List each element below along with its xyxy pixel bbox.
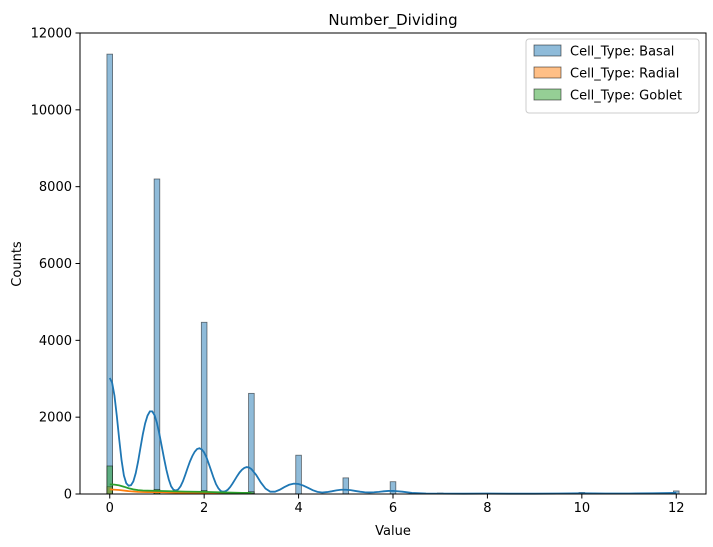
y-tick-label: 12000 xyxy=(31,27,72,42)
legend-label: Cell_Type: Radial xyxy=(570,67,679,82)
plot-area: 0 2 4 6 8 10 12 0 2000 4000 6000 8000 10000 12000 xyxy=(31,27,707,516)
legend-label: Cell_Type: Goblet xyxy=(570,89,682,104)
histogram-bar xyxy=(295,454,302,495)
x-tick-label: 8 xyxy=(483,501,491,516)
y-axis-title: Counts xyxy=(10,241,25,287)
legend-swatch xyxy=(533,44,562,57)
histogram-bar xyxy=(342,477,350,495)
y-tick-label: 6000 xyxy=(39,257,72,272)
histogram-bar xyxy=(200,321,208,495)
y-tick-label: 10000 xyxy=(31,103,72,118)
y-tick-label: 4000 xyxy=(39,334,72,349)
x-tick-label: 0 xyxy=(106,501,114,516)
y-tick-label: 2000 xyxy=(39,411,72,426)
histogram-bar xyxy=(106,53,113,495)
legend: Cell_Type: Basal Cell_Type: Radial Cell_Ty… xyxy=(525,38,700,114)
legend-swatch xyxy=(533,66,562,79)
x-tick-label: 10 xyxy=(574,501,591,516)
kde-line-0 xyxy=(108,377,677,495)
x-tick-label: 6 xyxy=(389,501,397,516)
legend-box xyxy=(525,38,700,114)
histogram-bar xyxy=(153,178,161,495)
y-tick-label: 0 xyxy=(64,488,72,503)
x-tick-label: 4 xyxy=(294,501,302,516)
chart-title: Number_Dividing xyxy=(328,11,457,30)
kde-line-2 xyxy=(109,483,252,494)
x-tick-label: 2 xyxy=(200,501,208,516)
legend-label: Cell_Type: Basal xyxy=(570,45,674,60)
y-tick-label: 8000 xyxy=(39,180,72,195)
legend-swatch xyxy=(533,88,562,101)
histogram-bar xyxy=(248,392,255,495)
x-axis-title: Value xyxy=(375,524,411,539)
histogram-bar xyxy=(389,481,397,495)
x-tick-label: 12 xyxy=(668,501,685,516)
